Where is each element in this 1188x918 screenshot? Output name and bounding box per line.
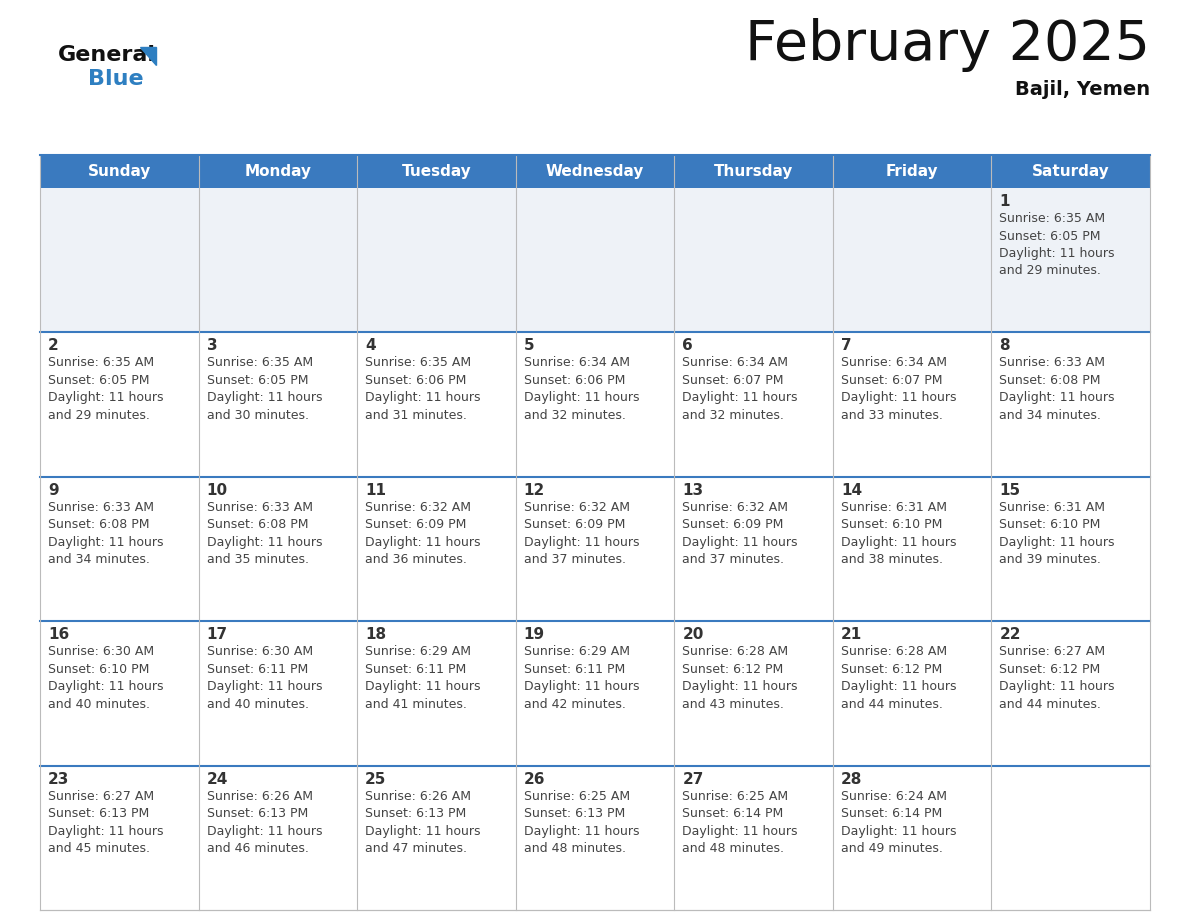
Text: Sunrise: 6:30 AM
Sunset: 6:10 PM
Daylight: 11 hours
and 40 minutes.: Sunrise: 6:30 AM Sunset: 6:10 PM Dayligh… (48, 645, 164, 711)
FancyBboxPatch shape (40, 766, 1150, 910)
Text: 22: 22 (999, 627, 1020, 643)
Text: 18: 18 (365, 627, 386, 643)
Text: 15: 15 (999, 483, 1020, 498)
Text: Sunrise: 6:26 AM
Sunset: 6:13 PM
Daylight: 11 hours
and 47 minutes.: Sunrise: 6:26 AM Sunset: 6:13 PM Dayligh… (365, 789, 481, 855)
Text: Sunrise: 6:33 AM
Sunset: 6:08 PM
Daylight: 11 hours
and 34 minutes.: Sunrise: 6:33 AM Sunset: 6:08 PM Dayligh… (999, 356, 1114, 422)
FancyBboxPatch shape (40, 332, 1150, 476)
Text: Sunrise: 6:31 AM
Sunset: 6:10 PM
Daylight: 11 hours
and 39 minutes.: Sunrise: 6:31 AM Sunset: 6:10 PM Dayligh… (999, 501, 1114, 566)
Text: Sunrise: 6:33 AM
Sunset: 6:08 PM
Daylight: 11 hours
and 35 minutes.: Sunrise: 6:33 AM Sunset: 6:08 PM Dayligh… (207, 501, 322, 566)
Text: Sunrise: 6:30 AM
Sunset: 6:11 PM
Daylight: 11 hours
and 40 minutes.: Sunrise: 6:30 AM Sunset: 6:11 PM Dayligh… (207, 645, 322, 711)
Text: Sunrise: 6:34 AM
Sunset: 6:06 PM
Daylight: 11 hours
and 32 minutes.: Sunrise: 6:34 AM Sunset: 6:06 PM Dayligh… (524, 356, 639, 422)
Text: Friday: Friday (886, 164, 939, 179)
Text: Sunrise: 6:26 AM
Sunset: 6:13 PM
Daylight: 11 hours
and 46 minutes.: Sunrise: 6:26 AM Sunset: 6:13 PM Dayligh… (207, 789, 322, 855)
Text: 2: 2 (48, 339, 58, 353)
Text: Monday: Monday (245, 164, 311, 179)
Text: Sunrise: 6:35 AM
Sunset: 6:06 PM
Daylight: 11 hours
and 31 minutes.: Sunrise: 6:35 AM Sunset: 6:06 PM Dayligh… (365, 356, 481, 422)
Text: February 2025: February 2025 (745, 18, 1150, 72)
Text: Sunrise: 6:31 AM
Sunset: 6:10 PM
Daylight: 11 hours
and 38 minutes.: Sunrise: 6:31 AM Sunset: 6:10 PM Dayligh… (841, 501, 956, 566)
Text: 8: 8 (999, 339, 1010, 353)
Text: 19: 19 (524, 627, 545, 643)
FancyBboxPatch shape (40, 621, 1150, 766)
Text: 12: 12 (524, 483, 545, 498)
Text: Sunrise: 6:28 AM
Sunset: 6:12 PM
Daylight: 11 hours
and 43 minutes.: Sunrise: 6:28 AM Sunset: 6:12 PM Dayligh… (682, 645, 798, 711)
Text: Sunday: Sunday (88, 164, 151, 179)
Text: Sunrise: 6:32 AM
Sunset: 6:09 PM
Daylight: 11 hours
and 37 minutes.: Sunrise: 6:32 AM Sunset: 6:09 PM Dayligh… (682, 501, 798, 566)
Text: Sunrise: 6:34 AM
Sunset: 6:07 PM
Daylight: 11 hours
and 32 minutes.: Sunrise: 6:34 AM Sunset: 6:07 PM Dayligh… (682, 356, 798, 422)
Text: 11: 11 (365, 483, 386, 498)
Text: 27: 27 (682, 772, 703, 787)
Text: Sunrise: 6:32 AM
Sunset: 6:09 PM
Daylight: 11 hours
and 37 minutes.: Sunrise: 6:32 AM Sunset: 6:09 PM Dayligh… (524, 501, 639, 566)
Text: Sunrise: 6:35 AM
Sunset: 6:05 PM
Daylight: 11 hours
and 29 minutes.: Sunrise: 6:35 AM Sunset: 6:05 PM Dayligh… (999, 212, 1114, 277)
Text: 6: 6 (682, 339, 693, 353)
Text: 28: 28 (841, 772, 862, 787)
Text: 26: 26 (524, 772, 545, 787)
Text: Sunrise: 6:33 AM
Sunset: 6:08 PM
Daylight: 11 hours
and 34 minutes.: Sunrise: 6:33 AM Sunset: 6:08 PM Dayligh… (48, 501, 164, 566)
Text: Sunrise: 6:27 AM
Sunset: 6:13 PM
Daylight: 11 hours
and 45 minutes.: Sunrise: 6:27 AM Sunset: 6:13 PM Dayligh… (48, 789, 164, 855)
Text: 23: 23 (48, 772, 69, 787)
Text: Sunrise: 6:27 AM
Sunset: 6:12 PM
Daylight: 11 hours
and 44 minutes.: Sunrise: 6:27 AM Sunset: 6:12 PM Dayligh… (999, 645, 1114, 711)
Text: General: General (58, 45, 156, 65)
Text: 24: 24 (207, 772, 228, 787)
Text: Sunrise: 6:29 AM
Sunset: 6:11 PM
Daylight: 11 hours
and 42 minutes.: Sunrise: 6:29 AM Sunset: 6:11 PM Dayligh… (524, 645, 639, 711)
Text: Sunrise: 6:29 AM
Sunset: 6:11 PM
Daylight: 11 hours
and 41 minutes.: Sunrise: 6:29 AM Sunset: 6:11 PM Dayligh… (365, 645, 481, 711)
Text: Sunrise: 6:28 AM
Sunset: 6:12 PM
Daylight: 11 hours
and 44 minutes.: Sunrise: 6:28 AM Sunset: 6:12 PM Dayligh… (841, 645, 956, 711)
Polygon shape (140, 47, 156, 65)
Text: Tuesday: Tuesday (402, 164, 472, 179)
Text: Wednesday: Wednesday (545, 164, 644, 179)
Text: 9: 9 (48, 483, 58, 498)
Text: 20: 20 (682, 627, 703, 643)
Text: 21: 21 (841, 627, 862, 643)
Text: 14: 14 (841, 483, 862, 498)
Text: 5: 5 (524, 339, 535, 353)
Text: Sunrise: 6:24 AM
Sunset: 6:14 PM
Daylight: 11 hours
and 49 minutes.: Sunrise: 6:24 AM Sunset: 6:14 PM Dayligh… (841, 789, 956, 855)
Text: Sunrise: 6:25 AM
Sunset: 6:13 PM
Daylight: 11 hours
and 48 minutes.: Sunrise: 6:25 AM Sunset: 6:13 PM Dayligh… (524, 789, 639, 855)
Text: 7: 7 (841, 339, 852, 353)
Text: Sunrise: 6:34 AM
Sunset: 6:07 PM
Daylight: 11 hours
and 33 minutes.: Sunrise: 6:34 AM Sunset: 6:07 PM Dayligh… (841, 356, 956, 422)
FancyBboxPatch shape (40, 476, 1150, 621)
Text: Sunrise: 6:35 AM
Sunset: 6:05 PM
Daylight: 11 hours
and 29 minutes.: Sunrise: 6:35 AM Sunset: 6:05 PM Dayligh… (48, 356, 164, 422)
Text: Bajil, Yemen: Bajil, Yemen (1015, 80, 1150, 99)
Text: 25: 25 (365, 772, 386, 787)
Text: Sunrise: 6:25 AM
Sunset: 6:14 PM
Daylight: 11 hours
and 48 minutes.: Sunrise: 6:25 AM Sunset: 6:14 PM Dayligh… (682, 789, 798, 855)
Text: 3: 3 (207, 339, 217, 353)
Text: Blue: Blue (88, 69, 144, 89)
Text: 17: 17 (207, 627, 228, 643)
Text: Saturday: Saturday (1032, 164, 1110, 179)
Text: Thursday: Thursday (714, 164, 794, 179)
FancyBboxPatch shape (40, 188, 1150, 332)
Text: Sunrise: 6:35 AM
Sunset: 6:05 PM
Daylight: 11 hours
and 30 minutes.: Sunrise: 6:35 AM Sunset: 6:05 PM Dayligh… (207, 356, 322, 422)
Text: Sunrise: 6:32 AM
Sunset: 6:09 PM
Daylight: 11 hours
and 36 minutes.: Sunrise: 6:32 AM Sunset: 6:09 PM Dayligh… (365, 501, 481, 566)
FancyBboxPatch shape (40, 155, 1150, 188)
Text: 13: 13 (682, 483, 703, 498)
Text: 1: 1 (999, 194, 1010, 209)
Text: 4: 4 (365, 339, 375, 353)
Text: 16: 16 (48, 627, 69, 643)
Text: 10: 10 (207, 483, 228, 498)
